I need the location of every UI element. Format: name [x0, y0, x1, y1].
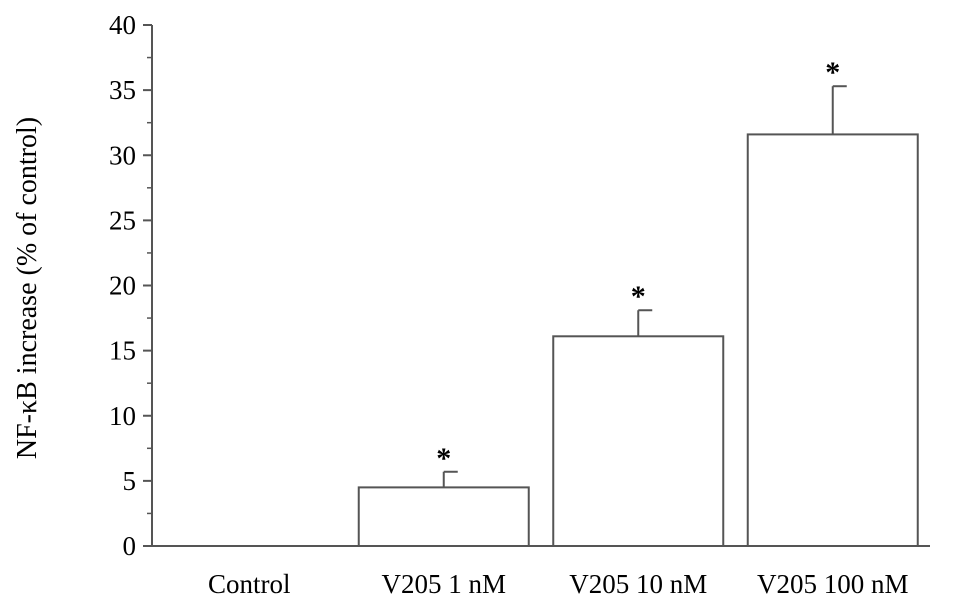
y-axis-title: NF-κB increase (% of control) [12, 117, 43, 459]
bar [552, 335, 725, 547]
bar [357, 486, 530, 548]
significance-marker: * [631, 280, 646, 313]
x-tick-label: V205 1 nM [381, 569, 506, 599]
y-tick-label: 5 [123, 466, 137, 496]
y-tick-label: 20 [109, 271, 136, 301]
significance-marker: * [436, 442, 451, 475]
y-tick-label: 0 [123, 531, 137, 561]
y-tick-label: 25 [109, 205, 136, 235]
y-tick-label: 10 [109, 401, 136, 431]
y-axis: 0 5 10 15 20 25 30 35 40 [109, 10, 153, 561]
y-tick-label: 15 [109, 336, 136, 366]
x-tick-label: Control [208, 569, 291, 599]
bar [746, 133, 919, 547]
y-tick-label: 35 [109, 75, 136, 105]
x-axis: Control V205 1 nM V205 10 nM V205 100 nM [152, 545, 930, 599]
bars: * * * [357, 56, 919, 548]
x-tick-label: V205 10 nM [569, 569, 707, 599]
significance-marker: * [825, 56, 840, 89]
y-tick-label: 40 [109, 10, 136, 40]
x-tick-label: V205 100 nM [757, 569, 909, 599]
y-tick-label: 30 [109, 140, 136, 170]
